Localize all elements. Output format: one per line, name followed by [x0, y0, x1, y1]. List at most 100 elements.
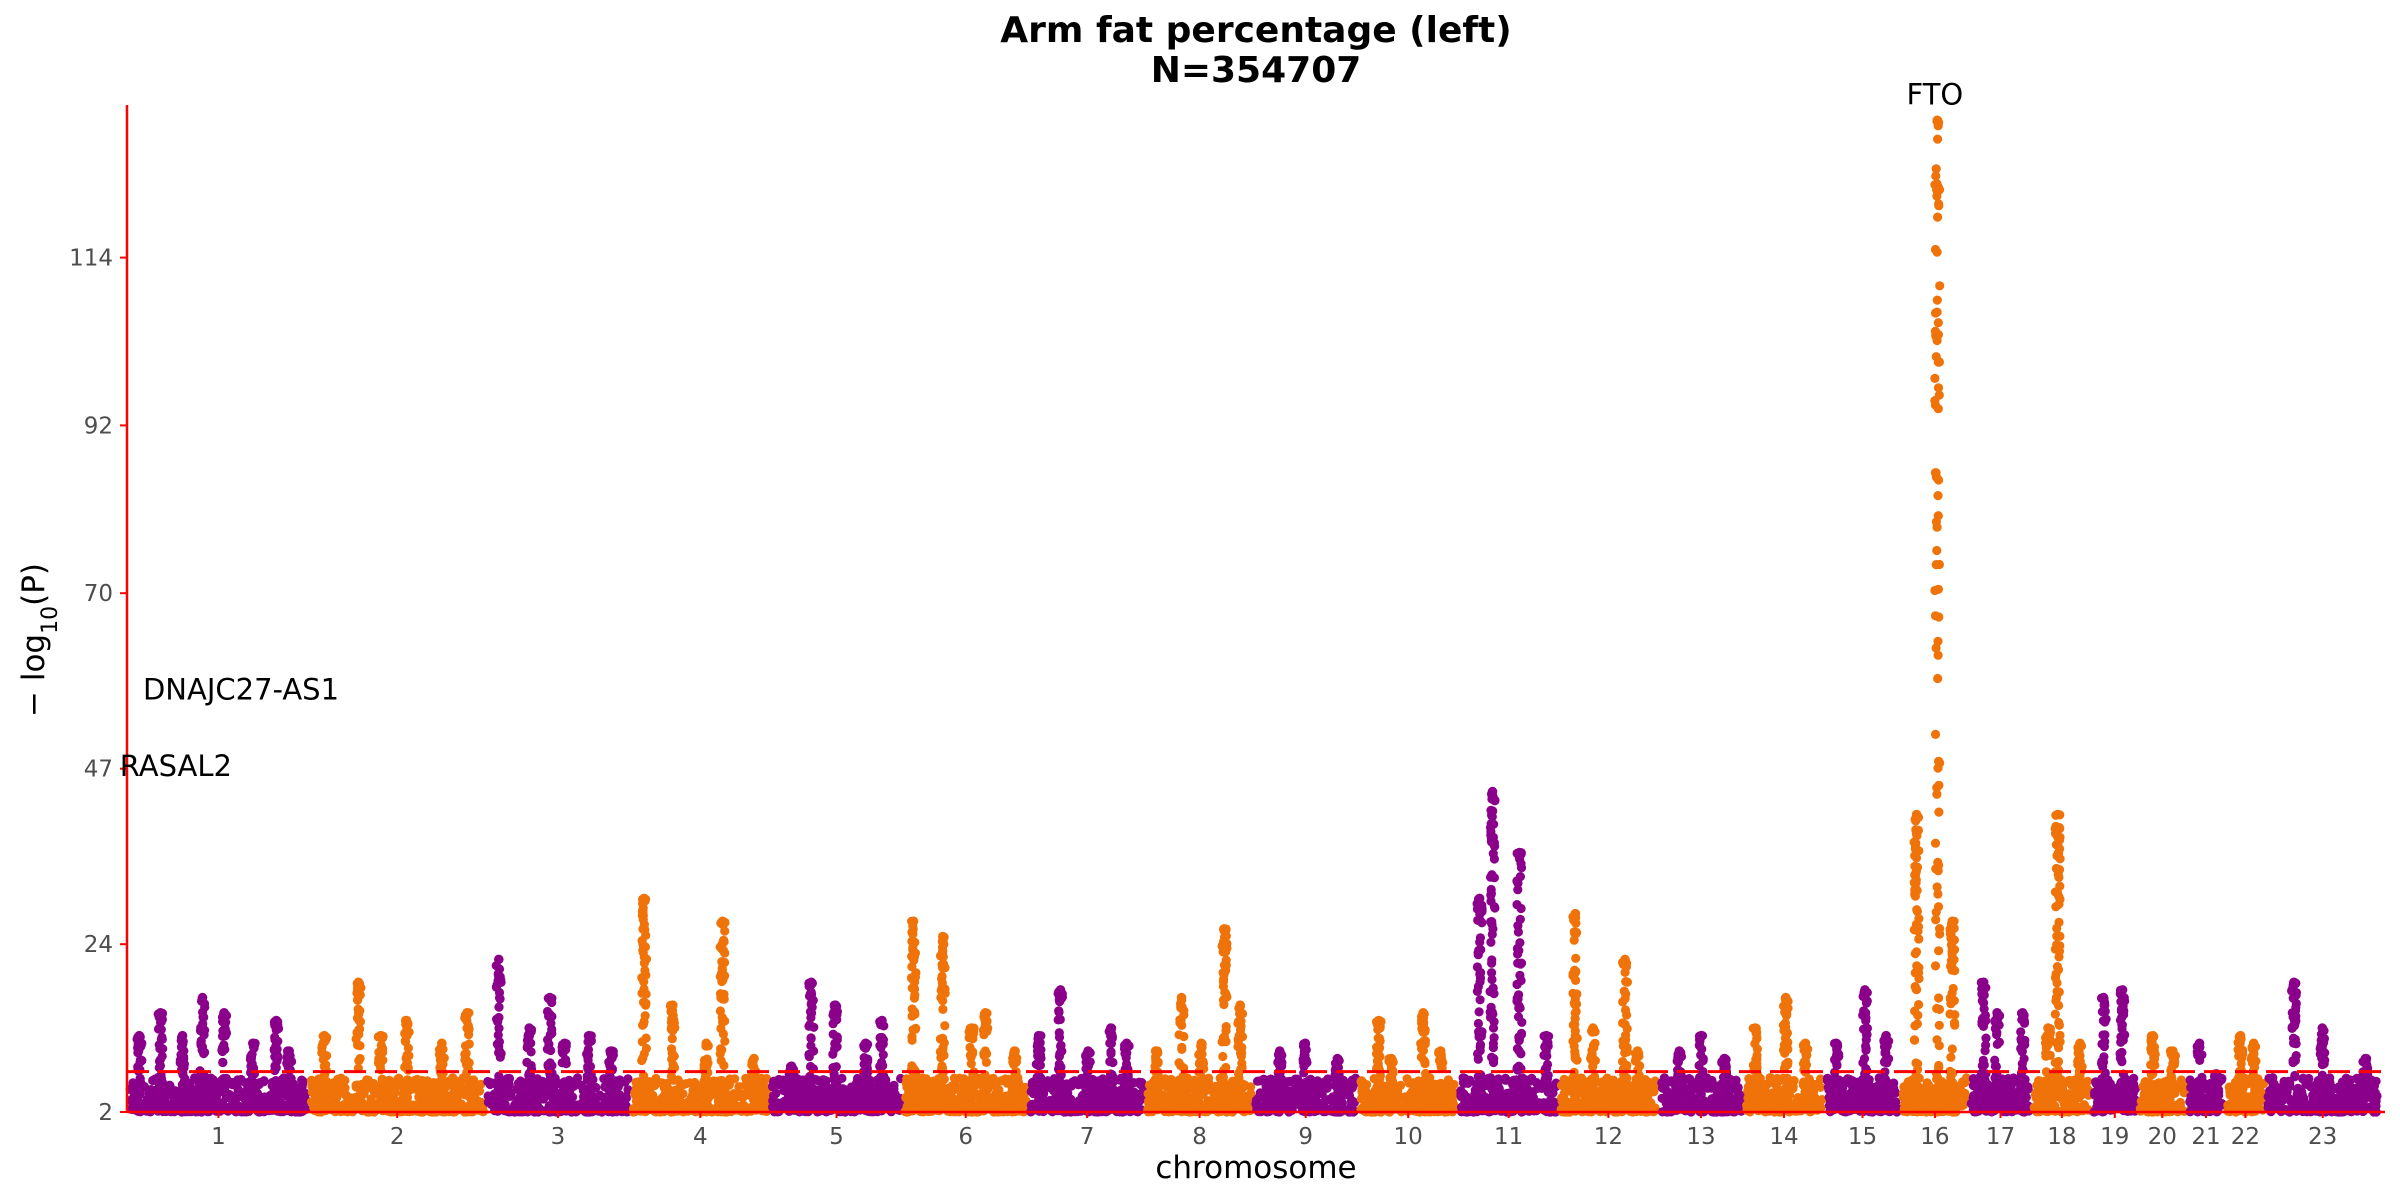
chromosome-10-points [1356, 1008, 1461, 1117]
snp-point [464, 1030, 474, 1040]
lead-snp [1474, 893, 1485, 904]
snp-point [329, 1091, 339, 1101]
snp-point [493, 1030, 503, 1040]
snp-point [1290, 1084, 1300, 1094]
lead-snp [938, 931, 948, 942]
snp-point [826, 1102, 836, 1112]
snp-point [906, 1102, 916, 1112]
snp-point [1486, 1073, 1496, 1083]
snp-point [1488, 924, 1498, 934]
snp-point [974, 1099, 984, 1110]
snp-point [496, 1087, 506, 1097]
snp-point [377, 1042, 387, 1053]
snp-point [1217, 1095, 1227, 1105]
snp-point [1083, 1058, 1093, 1068]
snp-point [220, 1031, 230, 1041]
snp-point [807, 1090, 818, 1100]
snp-point [717, 957, 727, 967]
snp-point [702, 1089, 712, 1099]
snp-point [495, 1077, 505, 1087]
snp-point [1246, 1082, 1256, 1092]
snp-point [601, 1102, 611, 1112]
snp-point [1456, 1102, 1467, 1112]
chromosome-4-points [628, 893, 773, 1117]
snp-point [720, 1083, 730, 1093]
snp-point [1190, 1101, 1200, 1111]
snp-point [1238, 1106, 1248, 1116]
snp-point [1089, 1096, 1099, 1106]
snp-point [1056, 1041, 1066, 1051]
snp-point [259, 1077, 269, 1087]
chart-title: Arm fat percentage (left) [1000, 10, 1511, 51]
snp-point [675, 1098, 685, 1108]
snp-point [716, 1023, 726, 1034]
snp-point [875, 1072, 886, 1082]
snp-point [1274, 1091, 1284, 1101]
lead-snp [437, 1038, 447, 1049]
snp-point [526, 1060, 536, 1071]
snp-point [907, 1035, 917, 1045]
snp-point [403, 1043, 413, 1053]
snp-point [363, 1083, 373, 1093]
snp-point [514, 1095, 524, 1105]
snp-point [685, 1078, 695, 1088]
snp-point [270, 1052, 280, 1062]
snp-point [979, 1030, 989, 1040]
snp-point [337, 1077, 347, 1087]
lead-snp [1121, 1038, 1132, 1049]
snp-point [1490, 795, 1500, 805]
snp-point [557, 1058, 567, 1068]
snp-point [925, 1085, 935, 1096]
snp-point [1055, 1049, 1065, 1059]
snp-point [1045, 1098, 1055, 1108]
snp-point [1195, 1058, 1205, 1068]
snp-point [908, 929, 918, 939]
chromosome-11-points [1456, 786, 1561, 1117]
snp-point [506, 1088, 516, 1098]
data-points [125, 115, 2382, 1117]
snp-point [1320, 1080, 1331, 1091]
snp-point [1150, 1090, 1160, 1100]
snp-point [126, 1095, 136, 1105]
snp-point [1489, 1033, 1499, 1043]
snp-point [1456, 1086, 1466, 1096]
lead-snp [1196, 1038, 1207, 1049]
snp-point [1237, 1009, 1248, 1019]
snp-point [861, 1090, 871, 1100]
snp-point [341, 1090, 351, 1100]
lead-snp [606, 1046, 617, 1056]
snp-point [461, 1048, 471, 1058]
snp-point [1474, 915, 1484, 925]
lead-snp [559, 1038, 570, 1049]
snp-point [1488, 832, 1498, 842]
snp-point [1035, 1079, 1046, 1089]
snp-point [1299, 1047, 1309, 1057]
snp-point [491, 982, 501, 992]
snp-point [355, 1053, 365, 1064]
lead-snp [155, 1008, 166, 1018]
snp-point [154, 1040, 164, 1050]
snp-point [179, 1052, 189, 1062]
snp-point [208, 1093, 218, 1104]
lead-snp [1009, 1046, 1020, 1056]
snp-point [154, 1056, 165, 1066]
snp-point [1123, 1072, 1133, 1082]
snp-point [713, 1097, 724, 1107]
snp-point [818, 1075, 828, 1085]
snp-point [208, 1076, 219, 1086]
snp-point [321, 1106, 331, 1116]
snp-point [297, 1082, 307, 1092]
lead-snp [806, 977, 817, 988]
snp-point [231, 1092, 241, 1102]
snp-point [717, 976, 727, 987]
lead-snp [219, 1008, 229, 1018]
snp-point [195, 1080, 205, 1090]
snp-point [585, 1061, 596, 1072]
snp-point [1055, 1014, 1065, 1025]
snp-point [1107, 1030, 1117, 1041]
snp-point [377, 1079, 387, 1089]
snp-point [641, 1043, 652, 1054]
snp-point [987, 1074, 997, 1084]
snp-point [200, 1025, 210, 1035]
snp-point [1489, 873, 1499, 883]
